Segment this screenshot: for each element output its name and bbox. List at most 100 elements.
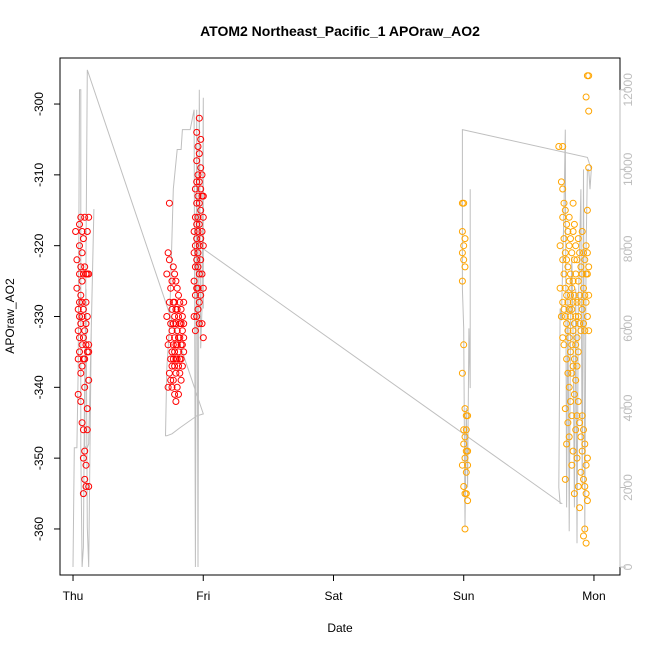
- x-axis-label: Date: [327, 621, 353, 635]
- data-point-series-2: [564, 419, 572, 427]
- data-point-series-1: [178, 362, 186, 370]
- data-point-series-2: [583, 249, 591, 257]
- data-point-series-2: [556, 242, 564, 250]
- data-point-series-1: [193, 220, 201, 228]
- data-point-series-2: [572, 376, 580, 384]
- data-point-series-1: [164, 383, 172, 391]
- data-point-series-1: [197, 206, 205, 214]
- data-point-series-1: [193, 157, 201, 165]
- data-point-series-2: [568, 284, 576, 292]
- data-point-series-2: [582, 539, 590, 547]
- data-point-series-2: [570, 291, 578, 299]
- data-point-series-1: [81, 475, 89, 483]
- data-point-series-1: [195, 114, 203, 122]
- data-point-series-2: [567, 348, 574, 356]
- data-point-series-2: [580, 320, 587, 328]
- data-point-series-2: [563, 440, 571, 448]
- data-point-series-2: [585, 327, 593, 335]
- data-point-series-2: [560, 305, 568, 313]
- data-point-series-2: [464, 447, 472, 455]
- data-point-series-2: [578, 270, 586, 278]
- data-point-series-1: [81, 383, 89, 391]
- data-point-series-1: [197, 256, 205, 264]
- data-point-series-1: [173, 341, 181, 349]
- data-point-series-2: [576, 291, 584, 299]
- data-point-series-2: [462, 426, 470, 434]
- data-point-series-1: [81, 447, 89, 455]
- data-point-series-2: [461, 405, 469, 413]
- data-point-series-2: [461, 433, 469, 441]
- data-point-series-1: [76, 242, 83, 250]
- data-point-series-2: [573, 412, 581, 420]
- data-point-series-1: [177, 305, 185, 313]
- data-point-series-2: [464, 412, 472, 420]
- data-point-series-1: [180, 334, 188, 342]
- data-point-series-1: [190, 228, 198, 235]
- data-point-series-1: [191, 213, 199, 221]
- y-right-tick-label: 8000: [621, 235, 635, 262]
- data-point-series-1: [73, 284, 81, 292]
- data-point-series-1: [168, 277, 176, 285]
- y-right-tick-label: 6000: [621, 315, 635, 342]
- data-point-series-1: [81, 213, 89, 221]
- data-point-series-1: [168, 305, 176, 313]
- data-point-series-2: [573, 334, 581, 342]
- data-point-series-2: [458, 277, 466, 285]
- data-point-series-2: [585, 72, 593, 80]
- x-tick-label: Sat: [324, 589, 343, 603]
- data-point-series-2: [570, 256, 578, 264]
- data-point-series-2: [561, 206, 569, 214]
- data-point-series-1: [77, 213, 85, 221]
- data-point-series-2: [585, 291, 593, 299]
- data-point-series-1: [171, 313, 179, 320]
- data-point-series-1: [194, 228, 202, 235]
- chart-title: ATOM2 Northeast_Pacific_1 APOraw_AO2: [200, 23, 480, 39]
- data-point-series-2: [564, 228, 572, 235]
- data-point-series-2: [464, 461, 472, 469]
- data-point-series-1: [194, 213, 202, 221]
- data-point-series-2: [559, 185, 567, 193]
- data-point-series-2: [569, 298, 577, 306]
- data-point-series-2: [458, 249, 466, 257]
- data-point-series-2: [582, 93, 590, 101]
- data-point-series-2: [565, 305, 573, 313]
- data-point-series-2: [576, 320, 584, 328]
- data-point-series-2: [582, 298, 590, 306]
- y-tick-label: -310: [32, 163, 46, 187]
- data-point-series-1: [173, 284, 181, 292]
- data-point-series-2: [574, 483, 582, 490]
- data-point-series-2: [572, 426, 580, 434]
- data-point-series-1: [195, 178, 203, 186]
- data-point-series-2: [572, 313, 580, 320]
- data-point-series-2: [569, 447, 577, 455]
- data-point-series-1: [85, 341, 93, 349]
- data-point-series-1: [82, 298, 90, 306]
- data-point-series-2: [577, 263, 585, 271]
- data-point-series-1: [197, 135, 205, 143]
- y-tick-label: -350: [32, 446, 46, 470]
- data-point-series-1: [173, 383, 181, 391]
- data-point-series-1: [79, 270, 87, 278]
- data-point-series-1: [195, 150, 203, 158]
- data-point-series-1: [81, 263, 89, 271]
- data-point-series-2: [581, 291, 589, 299]
- data-point-series-2: [581, 483, 589, 490]
- gray-line-layer: [72, 69, 592, 568]
- data-point-series-1: [164, 249, 172, 257]
- data-point-series-1: [177, 320, 185, 328]
- data-point-series-1: [76, 348, 83, 356]
- data-point-series-1: [195, 270, 203, 278]
- data-point-series-2: [585, 107, 593, 115]
- data-point-series-1: [198, 320, 206, 328]
- data-point-series-2: [567, 398, 574, 405]
- data-point-series-1: [167, 320, 175, 328]
- data-point-series-1: [193, 256, 201, 264]
- data-point-series-1: [74, 390, 82, 398]
- data-point-series-1: [82, 320, 90, 328]
- data-point-series-2: [563, 291, 571, 299]
- data-point-series-1: [194, 249, 202, 257]
- data-point-series-2: [568, 341, 576, 349]
- data-point-series-1: [178, 327, 186, 335]
- data-point-series-1: [197, 235, 205, 243]
- data-point-series-1: [199, 242, 207, 250]
